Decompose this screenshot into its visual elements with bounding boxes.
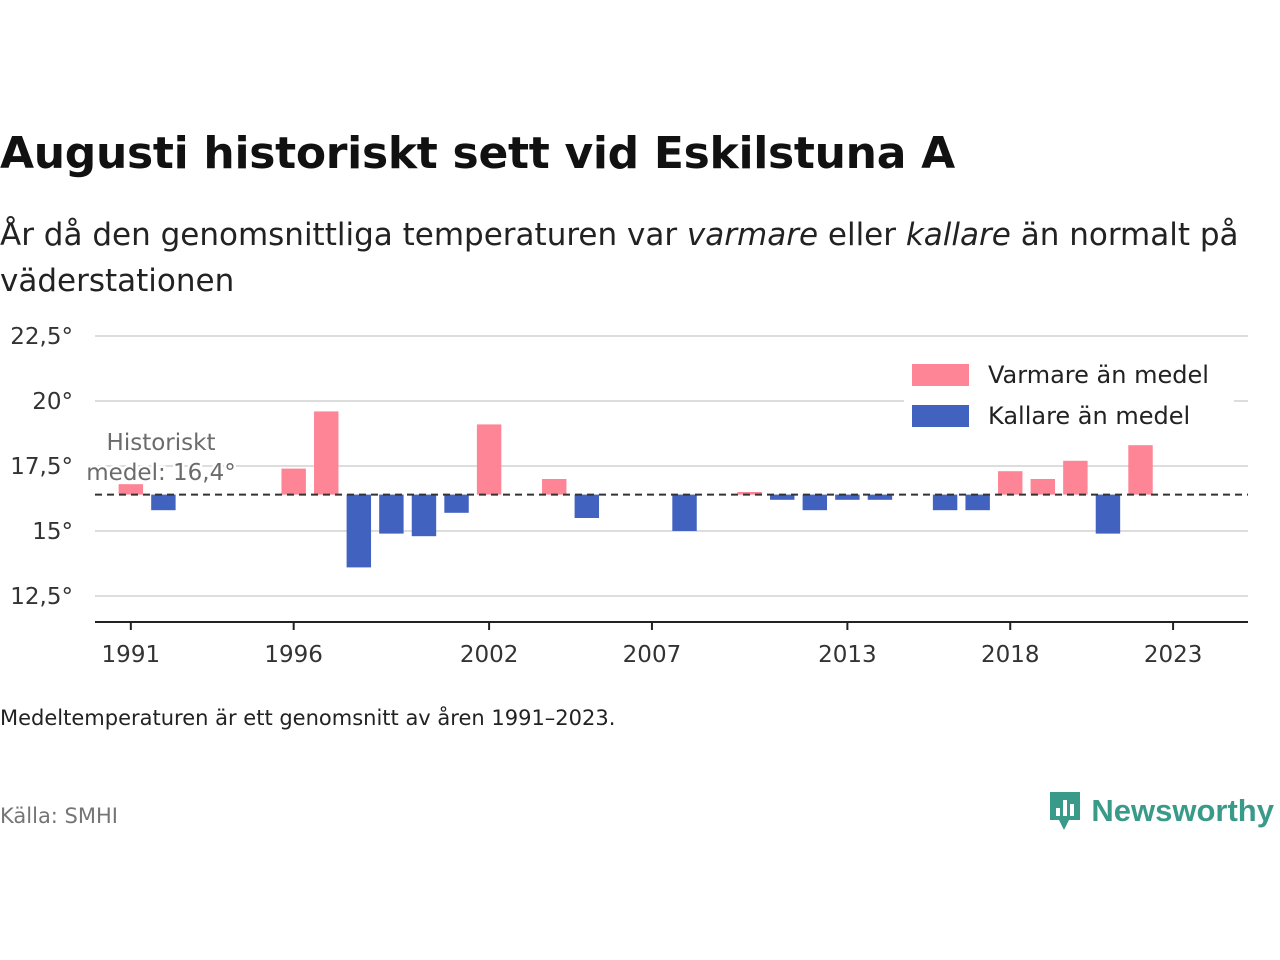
- y-tick-label: 20°: [32, 389, 73, 415]
- bar-2022: [1128, 445, 1153, 495]
- bar-1996: [281, 468, 306, 495]
- legend-swatch-cold: [912, 405, 969, 427]
- x-tick-label: 1991: [102, 642, 161, 668]
- y-tick-label: 22,5°: [10, 324, 73, 350]
- bar-2012: [802, 494, 828, 511]
- x-tick-label: 1996: [264, 642, 323, 668]
- bar-1998: [346, 494, 372, 568]
- bar-2016: [932, 494, 958, 511]
- x-axis: 1991 1996 2002 2007 2013 2018 2023: [95, 621, 1248, 668]
- x-tick-label: 2013: [818, 642, 877, 668]
- bar-2021: [1095, 494, 1121, 534]
- bar-2018: [998, 471, 1023, 495]
- bar-2013: [835, 494, 860, 500]
- bar-2000: [411, 494, 437, 537]
- x-tick-label: 2002: [460, 642, 519, 668]
- newsworthy-logo-icon: [1050, 792, 1081, 830]
- bar-2002: [476, 424, 502, 495]
- bar-2019: [1030, 479, 1056, 495]
- page-title: Augusti historiskt sett vid Eskilstuna A: [0, 128, 955, 179]
- baseline-label-line1: Historiskt: [107, 430, 216, 456]
- legend-swatch-warm: [912, 364, 969, 386]
- bar-1991: [118, 484, 144, 495]
- bar-2008: [672, 494, 697, 531]
- subtitle-emphasis-warmer: varmare: [686, 217, 819, 253]
- legend: Varmare än medel Kallare än medel: [904, 356, 1234, 434]
- x-tick-label: 2007: [623, 642, 682, 668]
- bar-2014: [867, 494, 893, 500]
- y-tick-label: 12,5°: [10, 584, 73, 610]
- bars-layer: [118, 411, 1153, 568]
- y-tick-label: 17,5°: [10, 454, 73, 480]
- baseline-label-line2: medel: 16,4°: [86, 460, 235, 486]
- newsworthy-logo-text: Newsworthy: [1091, 793, 1274, 828]
- temperature-bar-chart: 12,5° 15° 17,5° 20° 22,5° 1991 1996 2002 2007 20…: [10, 324, 1248, 668]
- y-tick-label: 15°: [32, 519, 73, 545]
- legend-label-warm: Varmare än medel: [988, 361, 1209, 389]
- subtitle-text-2: eller: [818, 217, 906, 253]
- x-tick-label: 2018: [981, 642, 1040, 668]
- newsworthy-logo: Newsworthy: [1047, 790, 1274, 832]
- source-label: Källa: SMHI: [0, 804, 118, 828]
- grid-layer: 12,5° 15° 17,5° 20° 22,5°: [10, 324, 1248, 610]
- page-subtitle: År då den genomsnittliga temperaturen va…: [0, 212, 1240, 304]
- bar-2011: [770, 494, 795, 500]
- subtitle-emphasis-colder: kallare: [905, 217, 1011, 253]
- chart-note: Medeltemperaturen är ett genomsnitt av å…: [0, 706, 616, 730]
- bar-1999: [379, 494, 404, 534]
- bar-2017: [965, 494, 990, 511]
- baseline-label: Historiskt medel: 16,4°: [84, 430, 238, 489]
- bar-2004: [542, 479, 567, 495]
- bar-2005: [574, 494, 600, 518]
- subtitle-text-1: År då den genomsnittliga temperaturen va…: [0, 217, 687, 253]
- x-tick-label: 2023: [1144, 642, 1203, 668]
- subtitle-text-3: än normalt på väderstationen: [0, 217, 1239, 299]
- bar-1992: [151, 494, 176, 511]
- legend-label-cold: Kallare än medel: [988, 402, 1190, 430]
- bar-2001: [444, 494, 469, 513]
- bar-1997: [314, 411, 339, 495]
- bar-2020: [1063, 460, 1088, 495]
- bar-2010: [737, 492, 762, 495]
